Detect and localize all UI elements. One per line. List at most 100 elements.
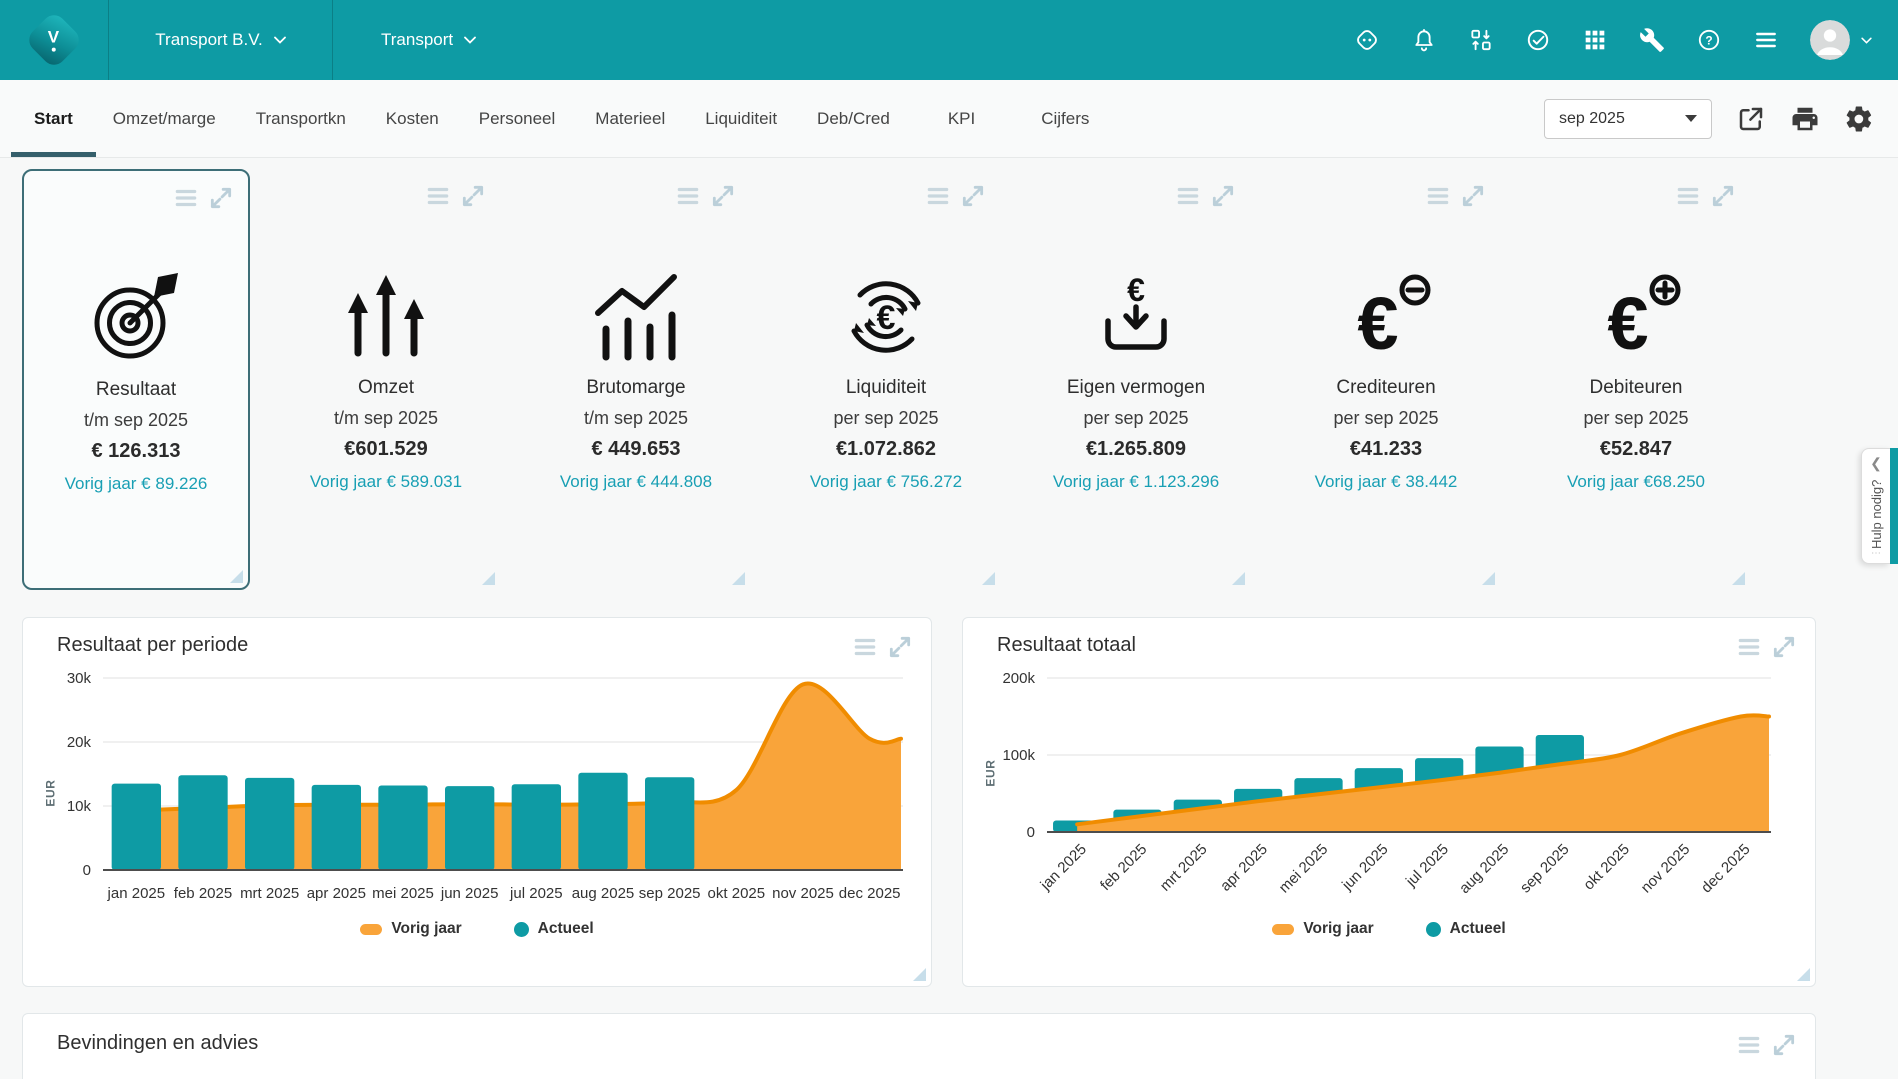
kpi-card[interactable]: € Eigen vermogen per sep 2025 €1.265.809…	[1022, 169, 1250, 590]
card-expand-icon[interactable]	[1210, 183, 1236, 209]
chevron-down-icon	[464, 36, 477, 44]
card-previous-value[interactable]: Vorig jaar € 589.031	[309, 472, 463, 491]
card-resize-handle[interactable]	[982, 572, 995, 585]
card-menu-icon[interactable]	[1675, 183, 1701, 209]
svg-text:10k: 10k	[67, 798, 92, 815]
panel-resultaat-totaal: Resultaat totaal EUR 0 100k 200k jan 2025 fe…	[962, 617, 1816, 987]
avatar-chevron-down-icon[interactable]	[1861, 31, 1872, 49]
card-period: per sep 2025	[1333, 408, 1439, 428]
tasks-check-icon[interactable]	[1525, 27, 1551, 53]
y-axis-label: EUR	[983, 759, 998, 787]
card-menu-icon[interactable]	[925, 183, 951, 209]
top-navbar: V Transport B.V. Transport ?	[0, 0, 1898, 80]
svg-text:jan 2025: jan 2025	[1037, 841, 1090, 894]
card-expand-icon[interactable]	[208, 185, 234, 211]
svg-text:jul 2025: jul 2025	[1402, 841, 1452, 891]
company-name: Transport B.V.	[155, 30, 263, 49]
card-resize-handle[interactable]	[482, 572, 495, 585]
tools-wrench-icon[interactable]	[1639, 27, 1665, 53]
card-expand-icon[interactable]	[1710, 183, 1736, 209]
card-expand-icon[interactable]	[460, 183, 486, 209]
card-expand-icon[interactable]	[1460, 183, 1486, 209]
card-resize-handle[interactable]	[732, 572, 745, 585]
apps-grid-icon[interactable]	[1582, 27, 1608, 53]
period-selector[interactable]: sep 2025	[1544, 98, 1712, 139]
print-icon[interactable]	[1790, 104, 1820, 134]
card-previous-value[interactable]: Vorig jaar € 38.442	[1314, 472, 1458, 491]
panel-expand-icon[interactable]	[887, 634, 913, 660]
card-previous-value[interactable]: Vorig jaar € 1.123.296	[1052, 472, 1220, 491]
tab-transportkn[interactable]: Transportkn	[255, 108, 346, 128]
card-resize-handle[interactable]	[1482, 572, 1495, 585]
card-label: Debiteuren	[1589, 377, 1683, 398]
menu-icon[interactable]	[1753, 27, 1779, 53]
company-selector[interactable]: Transport B.V.	[109, 0, 333, 80]
card-resize-handle[interactable]	[1232, 572, 1245, 585]
card-resize-handle[interactable]	[230, 570, 243, 583]
legend-item-actueel[interactable]: Actueel	[513, 920, 594, 938]
panel-menu-icon[interactable]	[1736, 1032, 1762, 1058]
card-menu-icon[interactable]	[173, 185, 199, 211]
card-menu-icon[interactable]	[1425, 183, 1451, 209]
legend-label: Actueel	[1449, 920, 1506, 937]
card-expand-icon[interactable]	[710, 183, 736, 209]
notifications-bell-icon[interactable]	[1411, 27, 1437, 53]
kpi-card[interactable]: Resultaat t/m sep 2025 € 126.313 Vorig j…	[22, 169, 250, 590]
help-tab-label: Hulp nodig?	[1868, 479, 1884, 549]
logo-letter: V	[48, 27, 60, 47]
card-resize-handle[interactable]	[1732, 572, 1745, 585]
assistant-icon[interactable]	[1354, 27, 1380, 53]
share-icon[interactable]	[1736, 104, 1766, 134]
chart-resultaat-per-periode[interactable]: 0 10k 20k 30k jan 2025 feb 2025 mrt 2025 apr 20…	[31, 664, 925, 916]
panel-menu-icon[interactable]	[852, 634, 878, 660]
card-previous-value[interactable]: Vorig jaar €68.250	[1567, 472, 1705, 491]
chart-resultaat-totaal[interactable]: 0 100k 200k jan 2025 feb 2025 mrt 2025 apr 202…	[971, 664, 1809, 926]
card-menu-icon[interactable]	[425, 183, 451, 209]
panel-expand-icon[interactable]	[1771, 1032, 1797, 1058]
card-expand-icon[interactable]	[960, 183, 986, 209]
tab-omzet-marge[interactable]: Omzet/marge	[112, 108, 216, 128]
card-previous-value[interactable]: Vorig jaar € 444.808	[559, 472, 713, 491]
app-logo[interactable]: V	[0, 0, 109, 80]
legend-item-actueel[interactable]: Actueel	[1425, 920, 1506, 938]
legend-item-vorig-jaar[interactable]: Vorig jaar	[1272, 920, 1374, 938]
panel-resize-handle[interactable]	[1797, 968, 1810, 981]
card-value: €1.265.809	[1085, 438, 1187, 460]
kpi-card[interactable]: € Crediteuren per sep 2025 €41.233 Vorig…	[1272, 169, 1500, 590]
tab-materieel[interactable]: Materieel	[595, 108, 666, 128]
help-tab-button[interactable]: ❮ Hulp nodig? ⋯	[1861, 448, 1890, 564]
settings-gear-icon[interactable]	[1844, 104, 1874, 134]
panel-resize-handle[interactable]	[913, 968, 926, 981]
kpi-card[interactable]: € Debiteuren per sep 2025 €52.847 Vorig …	[1522, 169, 1750, 590]
help-icon[interactable]: ?	[1696, 27, 1722, 53]
tab-liquiditeit[interactable]: Liquiditeit	[705, 108, 778, 128]
kpi-card[interactable]: Omzet t/m sep 2025 €601.529 Vorig jaar €…	[272, 169, 500, 590]
tab-kosten[interactable]: Kosten	[385, 108, 439, 128]
panel-expand-icon[interactable]	[1771, 634, 1797, 660]
svg-text:mrt 2025: mrt 2025	[240, 885, 299, 902]
card-previous-value[interactable]: Vorig jaar € 756.272	[809, 472, 963, 491]
legend-area-swatch	[1272, 923, 1295, 935]
tab-cijfers[interactable]: Cijfers	[1041, 108, 1090, 128]
card-menu-icon[interactable]	[675, 183, 701, 209]
tab-deb-cred[interactable]: Deb/Cred	[817, 108, 890, 128]
tab-personeel[interactable]: Personeel	[478, 108, 556, 128]
chart-legend: Vorig jaar Actueel	[963, 920, 1815, 938]
card-previous-value[interactable]: Vorig jaar € 89.226	[64, 474, 208, 493]
panel-resultaat-per-periode: Resultaat per periode EUR 0 10k 20k 30k jan …	[22, 617, 932, 987]
swap-icon[interactable]	[1468, 27, 1494, 53]
tab-start[interactable]: Start	[11, 80, 96, 157]
user-avatar[interactable]	[1810, 20, 1850, 60]
legend-dot-swatch	[513, 921, 529, 937]
workspace-selector[interactable]: Transport	[333, 0, 477, 80]
card-menu-icon[interactable]	[1175, 183, 1201, 209]
card-period: per sep 2025	[833, 408, 939, 428]
svg-text:nov 2025: nov 2025	[772, 885, 834, 902]
kpi-card[interactable]: € Liquiditeit per sep 2025 €1.072.862 Vo…	[772, 169, 1000, 590]
tab-kpi[interactable]: KPI	[947, 108, 976, 128]
kpi-card[interactable]: Brutomarge t/m sep 2025 € 449.653 Vorig …	[522, 169, 750, 590]
svg-text:aug 2025: aug 2025	[572, 885, 635, 902]
svg-text:sep 2025: sep 2025	[639, 885, 701, 902]
panel-menu-icon[interactable]	[1736, 634, 1762, 660]
legend-item-vorig-jaar[interactable]: Vorig jaar	[360, 920, 462, 938]
